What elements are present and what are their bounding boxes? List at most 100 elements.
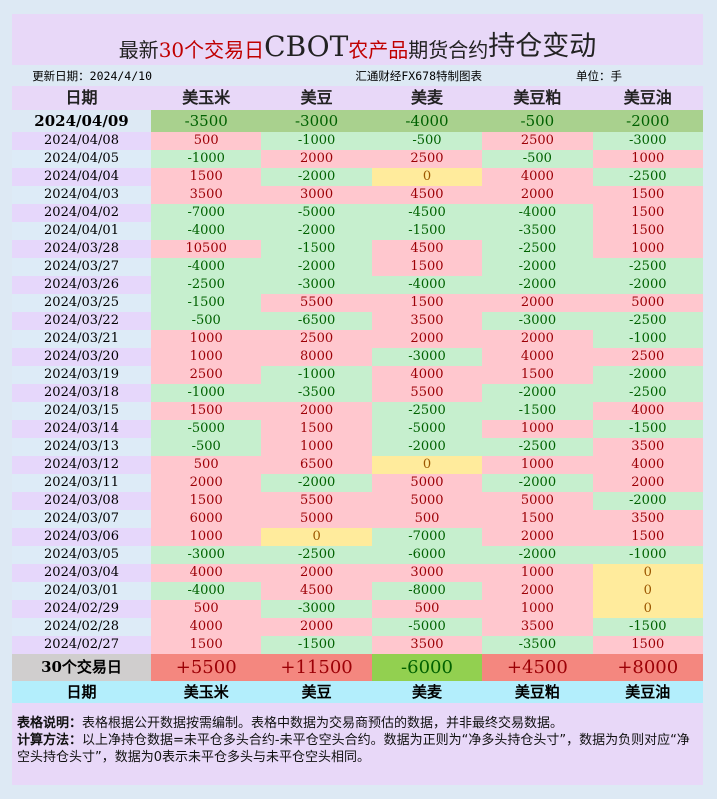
row-value: 2000 <box>482 528 593 546</box>
row-value: 500 <box>151 456 262 474</box>
table-row: 2024/03/05 -3000 -2500 -6000 -2000 -1000 <box>12 546 703 564</box>
row-date: 2024/03/04 <box>12 564 151 582</box>
row-value: -2500 <box>592 384 703 402</box>
row-date: 2024/03/15 <box>12 402 151 420</box>
row-value: 3500 <box>371 636 483 654</box>
row-date: 2024/03/26 <box>12 276 151 294</box>
row-value: -2500 <box>151 276 262 294</box>
unit-label: 单位：手 <box>576 68 622 83</box>
table-row: 2024/03/06 1000 0 -7000 2000 1500 <box>12 528 703 546</box>
header-soybean: 美豆 <box>300 88 333 107</box>
row-value: 1500 <box>482 510 593 528</box>
note-label: 计算方法： <box>17 733 83 748</box>
row-date: 2024/03/22 <box>12 312 151 330</box>
latest-value: -500 <box>520 112 555 130</box>
row-date: 2024/03/01 <box>12 582 151 600</box>
row-value: -3500 <box>482 636 593 654</box>
row-value: -1500 <box>482 402 593 420</box>
row-value: 4000 <box>592 402 703 420</box>
row-value: -4000 <box>151 258 262 276</box>
footer-header-row: 日期 美玉米 美豆 美麦 美豆粕 美豆油 <box>12 681 703 703</box>
row-value: -2000 <box>371 438 483 456</box>
row-value: -3000 <box>261 276 372 294</box>
row-value: -2500 <box>592 258 703 276</box>
title-part: 期货合约 <box>408 38 489 62</box>
row-value: 5000 <box>482 492 593 510</box>
row-value: 4500 <box>371 240 483 258</box>
row-value: 500 <box>151 132 262 150</box>
note-label: 表格说明： <box>17 716 83 731</box>
row-date: 2024/03/18 <box>12 384 151 402</box>
row-value: -1000 <box>261 132 372 150</box>
latest-value: -3500 <box>184 112 228 130</box>
table-row: 2024/02/27 1500 -1500 3500 -3500 1500 <box>12 636 703 654</box>
row-value: -4500 <box>371 204 483 222</box>
row-value: 4000 <box>482 168 593 186</box>
row-value: -3000 <box>151 546 262 564</box>
row-value: 0 <box>261 528 372 546</box>
row-value: -500 <box>371 132 483 150</box>
table-row: 2024/04/01 -4000 -2000 -1500 -3500 1500 <box>12 222 703 240</box>
row-date: 2024/04/02 <box>12 204 151 222</box>
row-value: 0 <box>371 168 483 186</box>
row-date: 2024/04/01 <box>12 222 151 240</box>
row-value: 6000 <box>151 510 262 528</box>
table-row: 2024/03/01 -4000 4500 -8000 2000 0 <box>12 582 703 600</box>
header-corn: 美玉米 <box>182 88 231 107</box>
row-value: -2500 <box>371 402 483 420</box>
row-value: 2000 <box>261 564 372 582</box>
row-value: -1000 <box>592 330 703 348</box>
table-body: 2024/04/08 500 -1000 -500 2500 -3000 2024/04/0… <box>12 132 703 654</box>
notes: 表格说明：表格根据公开数据按需编制。表格中数据为交易商预估的数据，并非最终交易数… <box>12 703 703 785</box>
latest-date: 2024/04/09 <box>12 110 151 132</box>
row-value: -5000 <box>151 420 262 438</box>
row-value: -1000 <box>592 546 703 564</box>
row-date: 2024/03/19 <box>12 366 151 384</box>
row-value: 2000 <box>151 474 262 492</box>
table-row: 2024/03/25 -1500 5500 1500 2000 5000 <box>12 294 703 312</box>
table-row: 2024/04/05 -1000 2000 2500 -500 1000 <box>12 150 703 168</box>
page-title: 最新 30个交易日 CBOT 农产品 期货合约 持仓变动 <box>12 14 703 65</box>
row-value: -5000 <box>261 204 372 222</box>
row-date: 2024/03/12 <box>12 456 151 474</box>
row-value: -2500 <box>592 312 703 330</box>
footer-soyoil: 美豆油 <box>625 683 671 701</box>
row-value: 0 <box>592 582 703 600</box>
row-value: -2500 <box>482 438 593 456</box>
row-value: -3000 <box>592 132 703 150</box>
row-value: -1500 <box>592 618 703 636</box>
row-value: 2500 <box>371 150 483 168</box>
summary-value: +11500 <box>261 654 372 681</box>
latest-row: 2024/04/09 -3500 -3000 -4000 -500 -2000 <box>12 110 703 132</box>
row-value: 8000 <box>261 348 372 366</box>
header-row: 日期 美玉米 美豆 美麦 美豆粕 美豆油 <box>12 86 703 110</box>
summary-value: -6000 <box>371 654 483 681</box>
latest-value: -4000 <box>405 112 449 130</box>
table-row: 2024/03/18 -1000 -3500 5500 -2000 -2500 <box>12 384 703 402</box>
table-row: 2024/03/13 -500 1000 -2000 -2500 3500 <box>12 438 703 456</box>
row-value: 1000 <box>482 600 593 618</box>
row-value: 2000 <box>371 330 483 348</box>
row-value: 4500 <box>261 582 372 600</box>
table-row: 2024/03/08 1500 5500 5000 5000 -2000 <box>12 492 703 510</box>
row-value: 3000 <box>261 186 372 204</box>
row-date: 2024/04/08 <box>12 132 151 150</box>
row-value: -4000 <box>151 582 262 600</box>
row-value: -4000 <box>482 204 593 222</box>
row-value: 2000 <box>482 582 593 600</box>
row-value: 1000 <box>592 150 703 168</box>
row-value: 1500 <box>261 420 372 438</box>
row-value: -1500 <box>151 294 262 312</box>
note-text: 以上净持仓数据=未平仓多头合约-未平仓空头合约。数据为正则为“净多头持仓头寸”，… <box>17 733 690 765</box>
row-value: -500 <box>151 312 262 330</box>
summary-label: 30个交易日 <box>12 654 151 681</box>
row-value: -8000 <box>371 582 483 600</box>
footer-soybean: 美豆 <box>301 683 332 701</box>
row-value: 5500 <box>371 384 483 402</box>
row-value: -7000 <box>151 204 262 222</box>
table-row: 2024/03/22 -500 -6500 3500 -3000 -2500 <box>12 312 703 330</box>
row-value: -1000 <box>261 366 372 384</box>
row-value: 5500 <box>261 492 372 510</box>
row-value: 2000 <box>482 294 593 312</box>
row-value: 2000 <box>261 402 372 420</box>
